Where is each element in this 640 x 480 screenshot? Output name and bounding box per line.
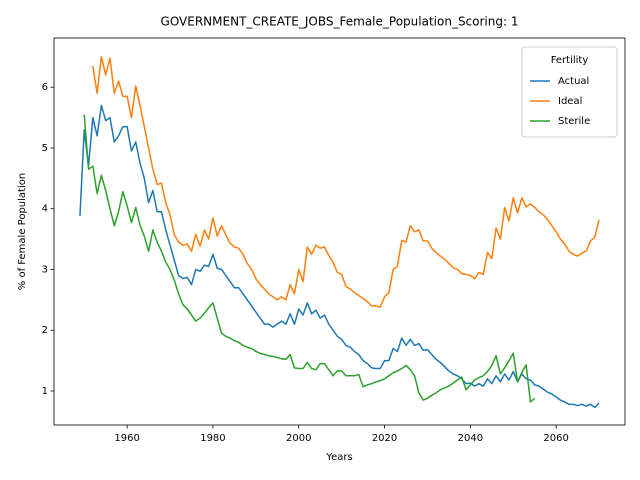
y-tick-label: 2 [42, 325, 48, 336]
x-tick-label: 1960 [114, 433, 139, 444]
line-series [83, 114, 536, 403]
legend-title: Fertility [551, 55, 589, 66]
y-tick-label: 4 [42, 204, 48, 215]
legend-label: Actual [558, 76, 589, 87]
y-tick-label: 5 [42, 143, 48, 154]
x-axis-label: Years [325, 452, 352, 463]
legend-label: Sterile [558, 116, 590, 127]
y-axis-label: % of Female Population [17, 173, 28, 290]
x-tick-label: 2040 [458, 433, 483, 444]
x-tick-label: 2060 [543, 433, 568, 444]
x-tick-label: 2020 [372, 433, 397, 444]
plot-frame [53, 37, 626, 426]
chart-title: GOVERNMENT_CREATE_JOBS_Female_Population… [161, 15, 519, 29]
legend-box [521, 46, 618, 138]
line-series [79, 104, 600, 409]
x-tick-label: 1980 [200, 433, 225, 444]
y-tick-label: 6 [42, 82, 48, 93]
y-tick-label: 1 [42, 386, 48, 397]
line-series [92, 56, 600, 308]
legend-label: Ideal [558, 96, 582, 107]
y-tick-label: 3 [42, 264, 48, 275]
x-tick-label: 2000 [286, 433, 311, 444]
